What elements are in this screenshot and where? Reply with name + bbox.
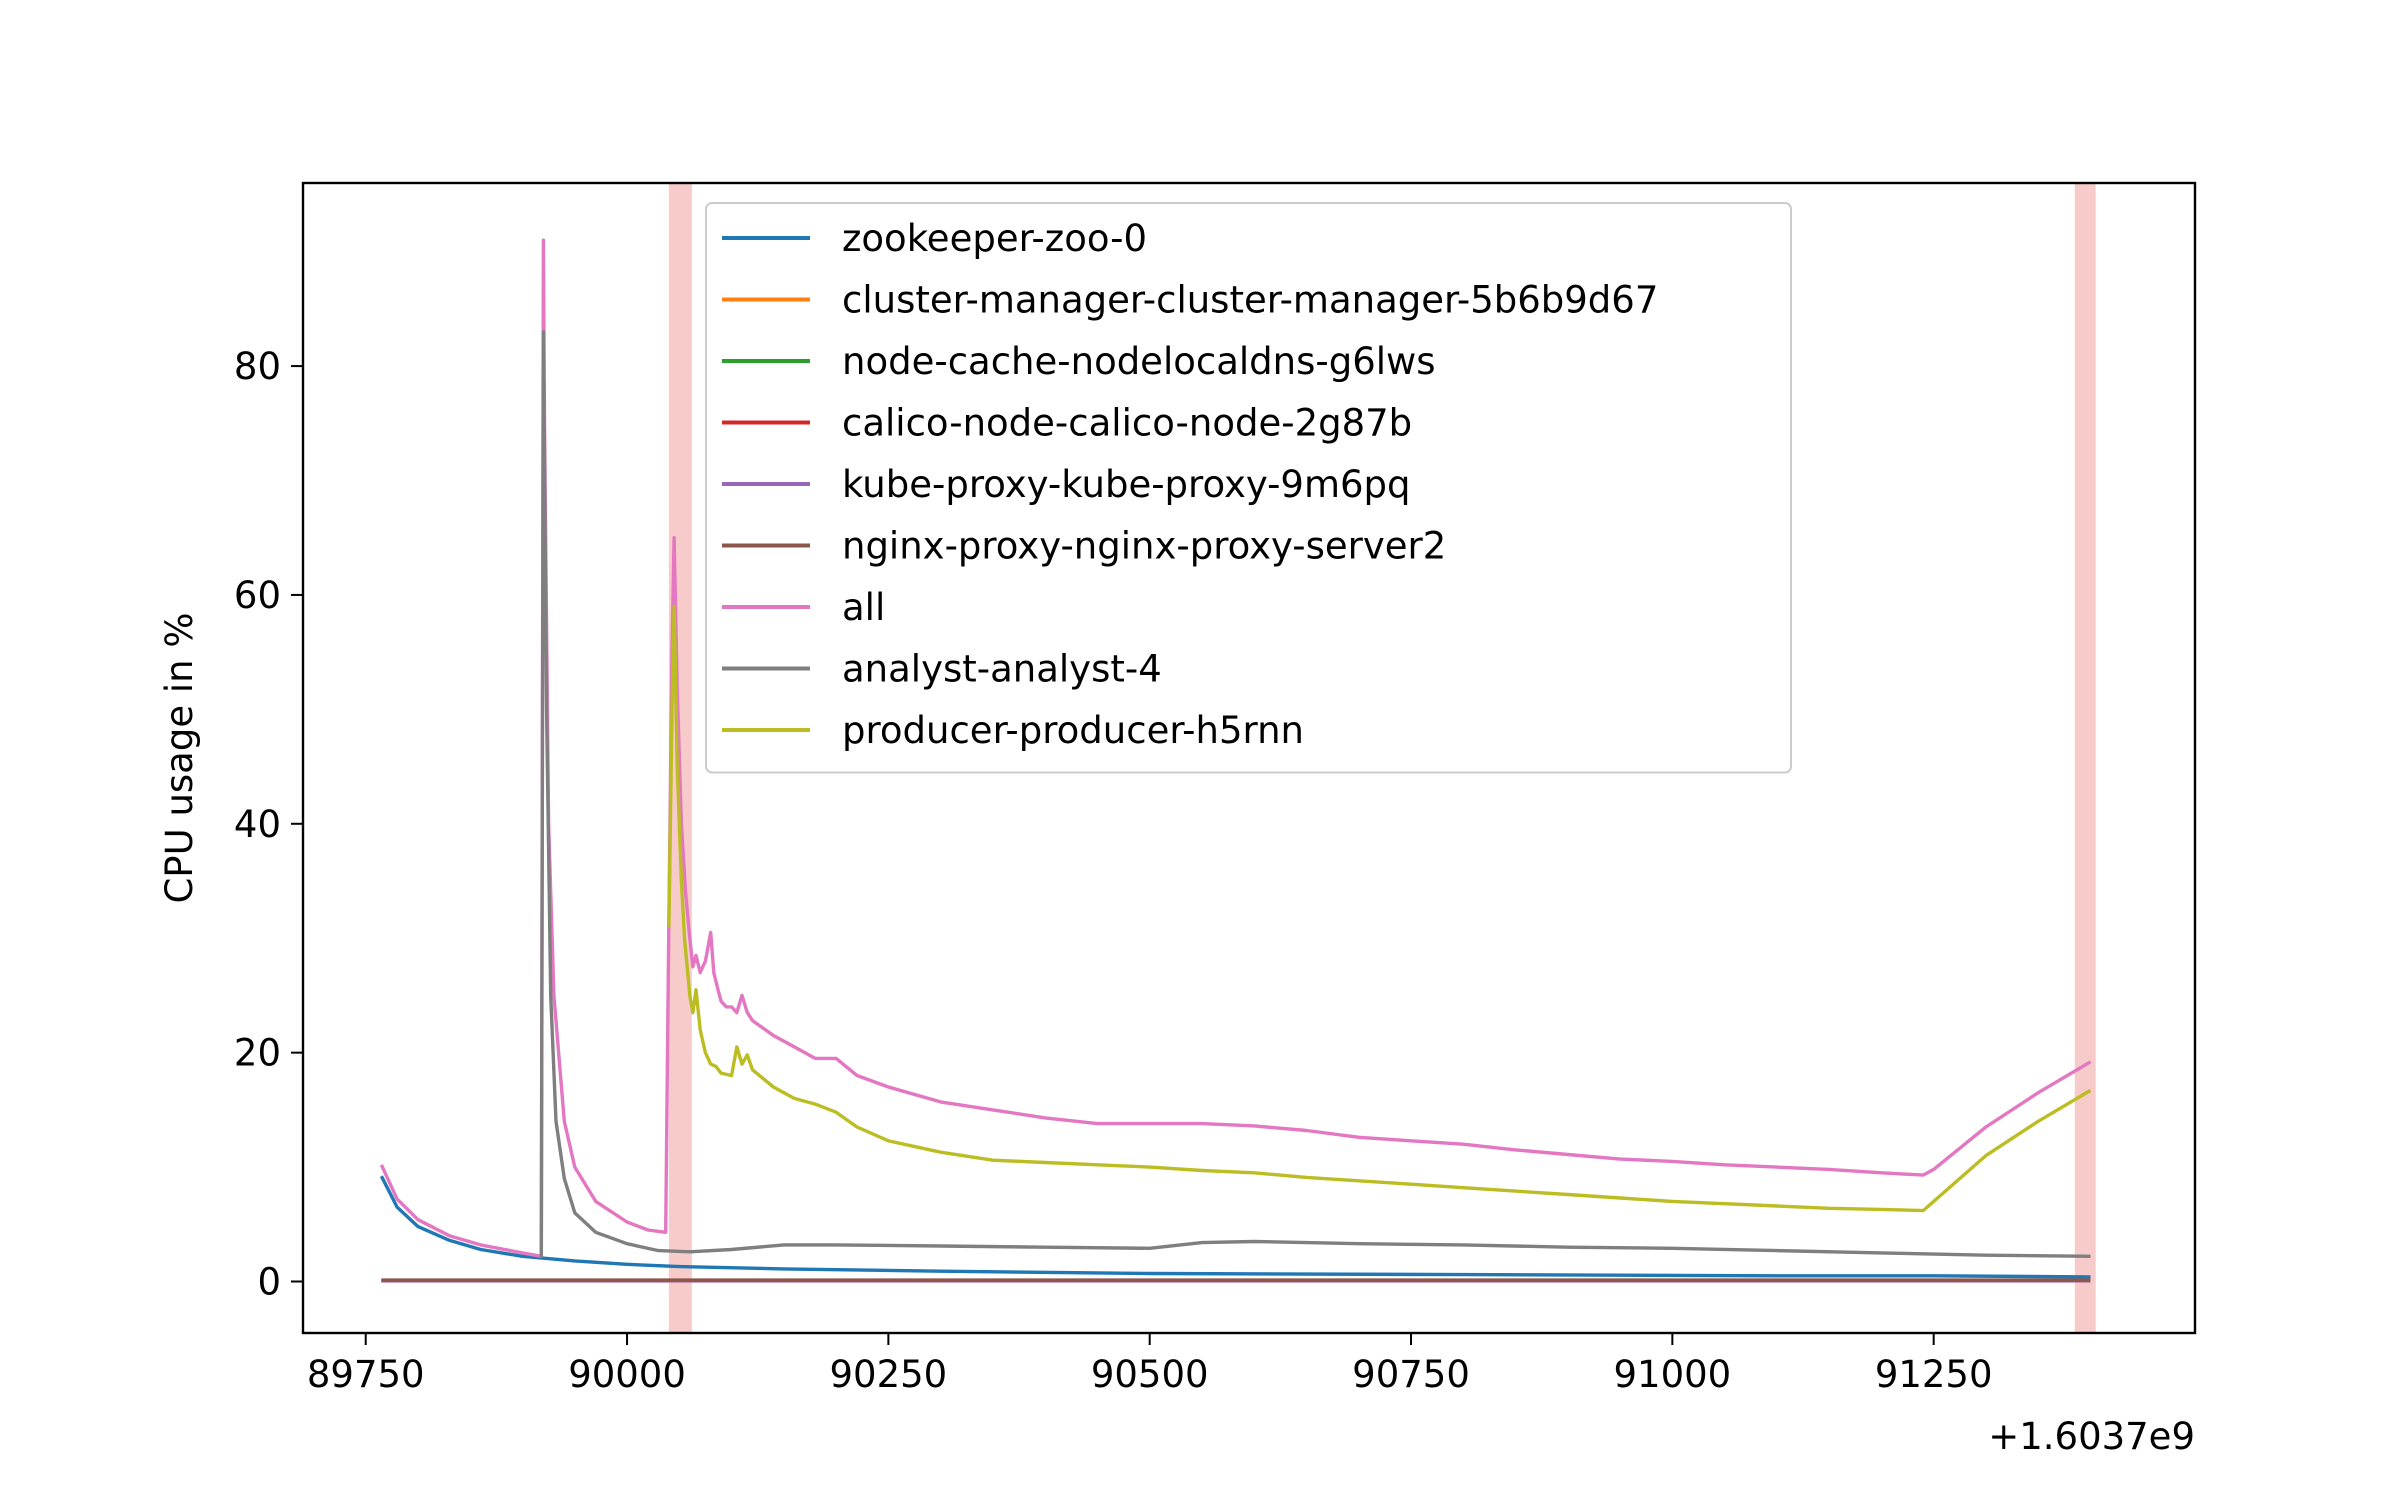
series-line-6 — [379, 238, 2092, 1259]
legend-label-1: cluster-manager-cluster-manager-5b6b9d67 — [842, 279, 1658, 322]
y-axis-ticks: 0 20 40 60 80 — [234, 345, 303, 1304]
x-axis-offset-label: +1.6037e9 — [1988, 1415, 2195, 1458]
legend-label-6: all — [842, 586, 885, 629]
legend-label-7: analyst-analyst-4 — [842, 648, 1162, 691]
x-tick-label-1: 90000 — [568, 1353, 686, 1396]
x-axis-ticks: 89750 90000 90250 90500 90750 91000 91250 — [307, 1333, 1993, 1396]
x-tick-label-2: 90250 — [830, 1353, 948, 1396]
x-tick-label-6: 91250 — [1875, 1353, 1993, 1396]
series-line-7 — [539, 330, 2091, 1258]
legend-label-3: calico-node-calico-node-2g87b — [842, 402, 1412, 445]
legend-label-0: zookeeper-zoo-0 — [842, 217, 1147, 260]
y-tick-label-2: 40 — [234, 803, 281, 846]
y-axis-label: CPU usage in % — [158, 612, 201, 903]
x-tick-label-0: 89750 — [307, 1353, 425, 1396]
series-line-8 — [667, 604, 2092, 1213]
highlight-band-1 — [2074, 183, 2096, 1333]
legend-box — [705, 202, 1792, 774]
y-tick-label-0: 0 — [257, 1261, 281, 1304]
x-tick-label-4: 90750 — [1352, 1353, 1470, 1396]
x-tick-label-3: 90500 — [1091, 1353, 1209, 1396]
y-tick-label-4: 80 — [234, 345, 281, 388]
legend-label-5: nginx-proxy-nginx-proxy-server2 — [842, 525, 1446, 568]
x-tick-label-5: 91000 — [1613, 1353, 1731, 1396]
legend-label-4: kube-proxy-kube-proxy-9m6pq — [842, 463, 1411, 506]
series-line-0 — [379, 1175, 2091, 1279]
legend: zookeeper-zoo-0 cluster-manager-cluster-m… — [705, 202, 1792, 774]
legend-label-8: producer-producer-h5rnn — [842, 709, 1304, 752]
series-lines — [379, 238, 2092, 1283]
legend-label-2: node-cache-nodelocaldns-g6lws — [842, 340, 1436, 383]
y-tick-label-3: 60 — [234, 574, 281, 617]
plot-frame — [301, 181, 2197, 1335]
y-tick-label-1: 20 — [234, 1032, 281, 1075]
